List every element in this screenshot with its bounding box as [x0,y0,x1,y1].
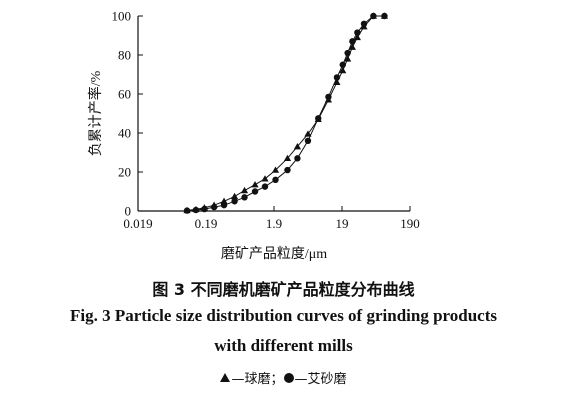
series-layer [183,12,389,214]
y-tick-label: 80 [118,48,131,63]
y-tick-label: 100 [112,9,132,24]
circle-marker [354,29,361,36]
circle-marker [231,198,238,205]
triangle-marker [271,166,280,173]
x-tick-label: 190 [400,216,420,231]
circle-marker [261,183,269,190]
figure-caption-chinese: 图 3 不同磨机磨矿产品粒度分布曲线 [152,280,415,299]
legend-sand-mill: —艾砂磨 [294,372,347,387]
triangle-marker [348,43,356,50]
triangle-marker [304,130,312,137]
x-tick-label: 0.019 [123,216,152,231]
legend-ball-mill: —球磨； [231,372,284,387]
y-axis-label: 负累计产率/% [87,70,104,156]
triangle-marker [353,33,361,41]
circle-marker [370,12,377,20]
circle-marker [325,93,332,101]
circle-marker [294,155,301,162]
x-tick-label: 1.9 [266,216,282,231]
figure-caption-english-line-2: with different mills [214,336,353,355]
circle-marker [360,20,368,27]
axes [137,15,411,212]
tick-labels: 0 20 40 60 80 100 0.019 0.19 1.9 19 190 [112,9,420,232]
series-line-2 [186,15,385,212]
y-tick-label: 40 [118,126,131,141]
circle-marker [272,176,279,183]
y-tick-label: 0 [125,204,132,219]
triangle-marker [220,197,228,204]
circle-marker [201,205,208,213]
triangle-marker-icon [220,373,231,382]
x-axis-label: 磨矿产品粒度/μm [221,246,327,262]
triangle-marker [339,67,347,74]
triangle-marker [344,55,352,62]
circle-marker [344,49,351,57]
circle-marker [210,203,218,211]
circle-marker [349,38,356,45]
circle-marker [381,12,388,20]
triangle-marker [333,78,341,85]
triangle-marker [251,181,259,188]
circle-marker [339,61,346,68]
circle-marker [284,166,291,174]
figure-caption-english-line-1: Fig. 3 Particle size distribution curves… [69,306,498,325]
circle-marker [241,194,248,201]
circle-marker-icon [283,372,294,383]
triangle-marker [293,143,302,150]
triangle-marker [240,186,249,194]
x-tick-label: 0.19 [195,216,218,231]
circle-marker [220,201,228,209]
triangle-marker [261,175,269,182]
circle-marker [315,115,322,122]
circle-marker [304,137,312,144]
y-tick-label: 60 [118,87,131,102]
series-line-1 [186,15,385,211]
circle-marker [192,206,200,214]
triangle-marker [230,192,239,200]
triangle-marker [283,154,292,162]
circle-marker [183,207,191,214]
legend: —球磨； —艾砂磨 [0,368,567,387]
circle-marker [251,188,259,195]
y-tick-label: 20 [118,165,131,180]
circle-marker [333,74,341,81]
x-tick-label: 19 [336,216,349,231]
